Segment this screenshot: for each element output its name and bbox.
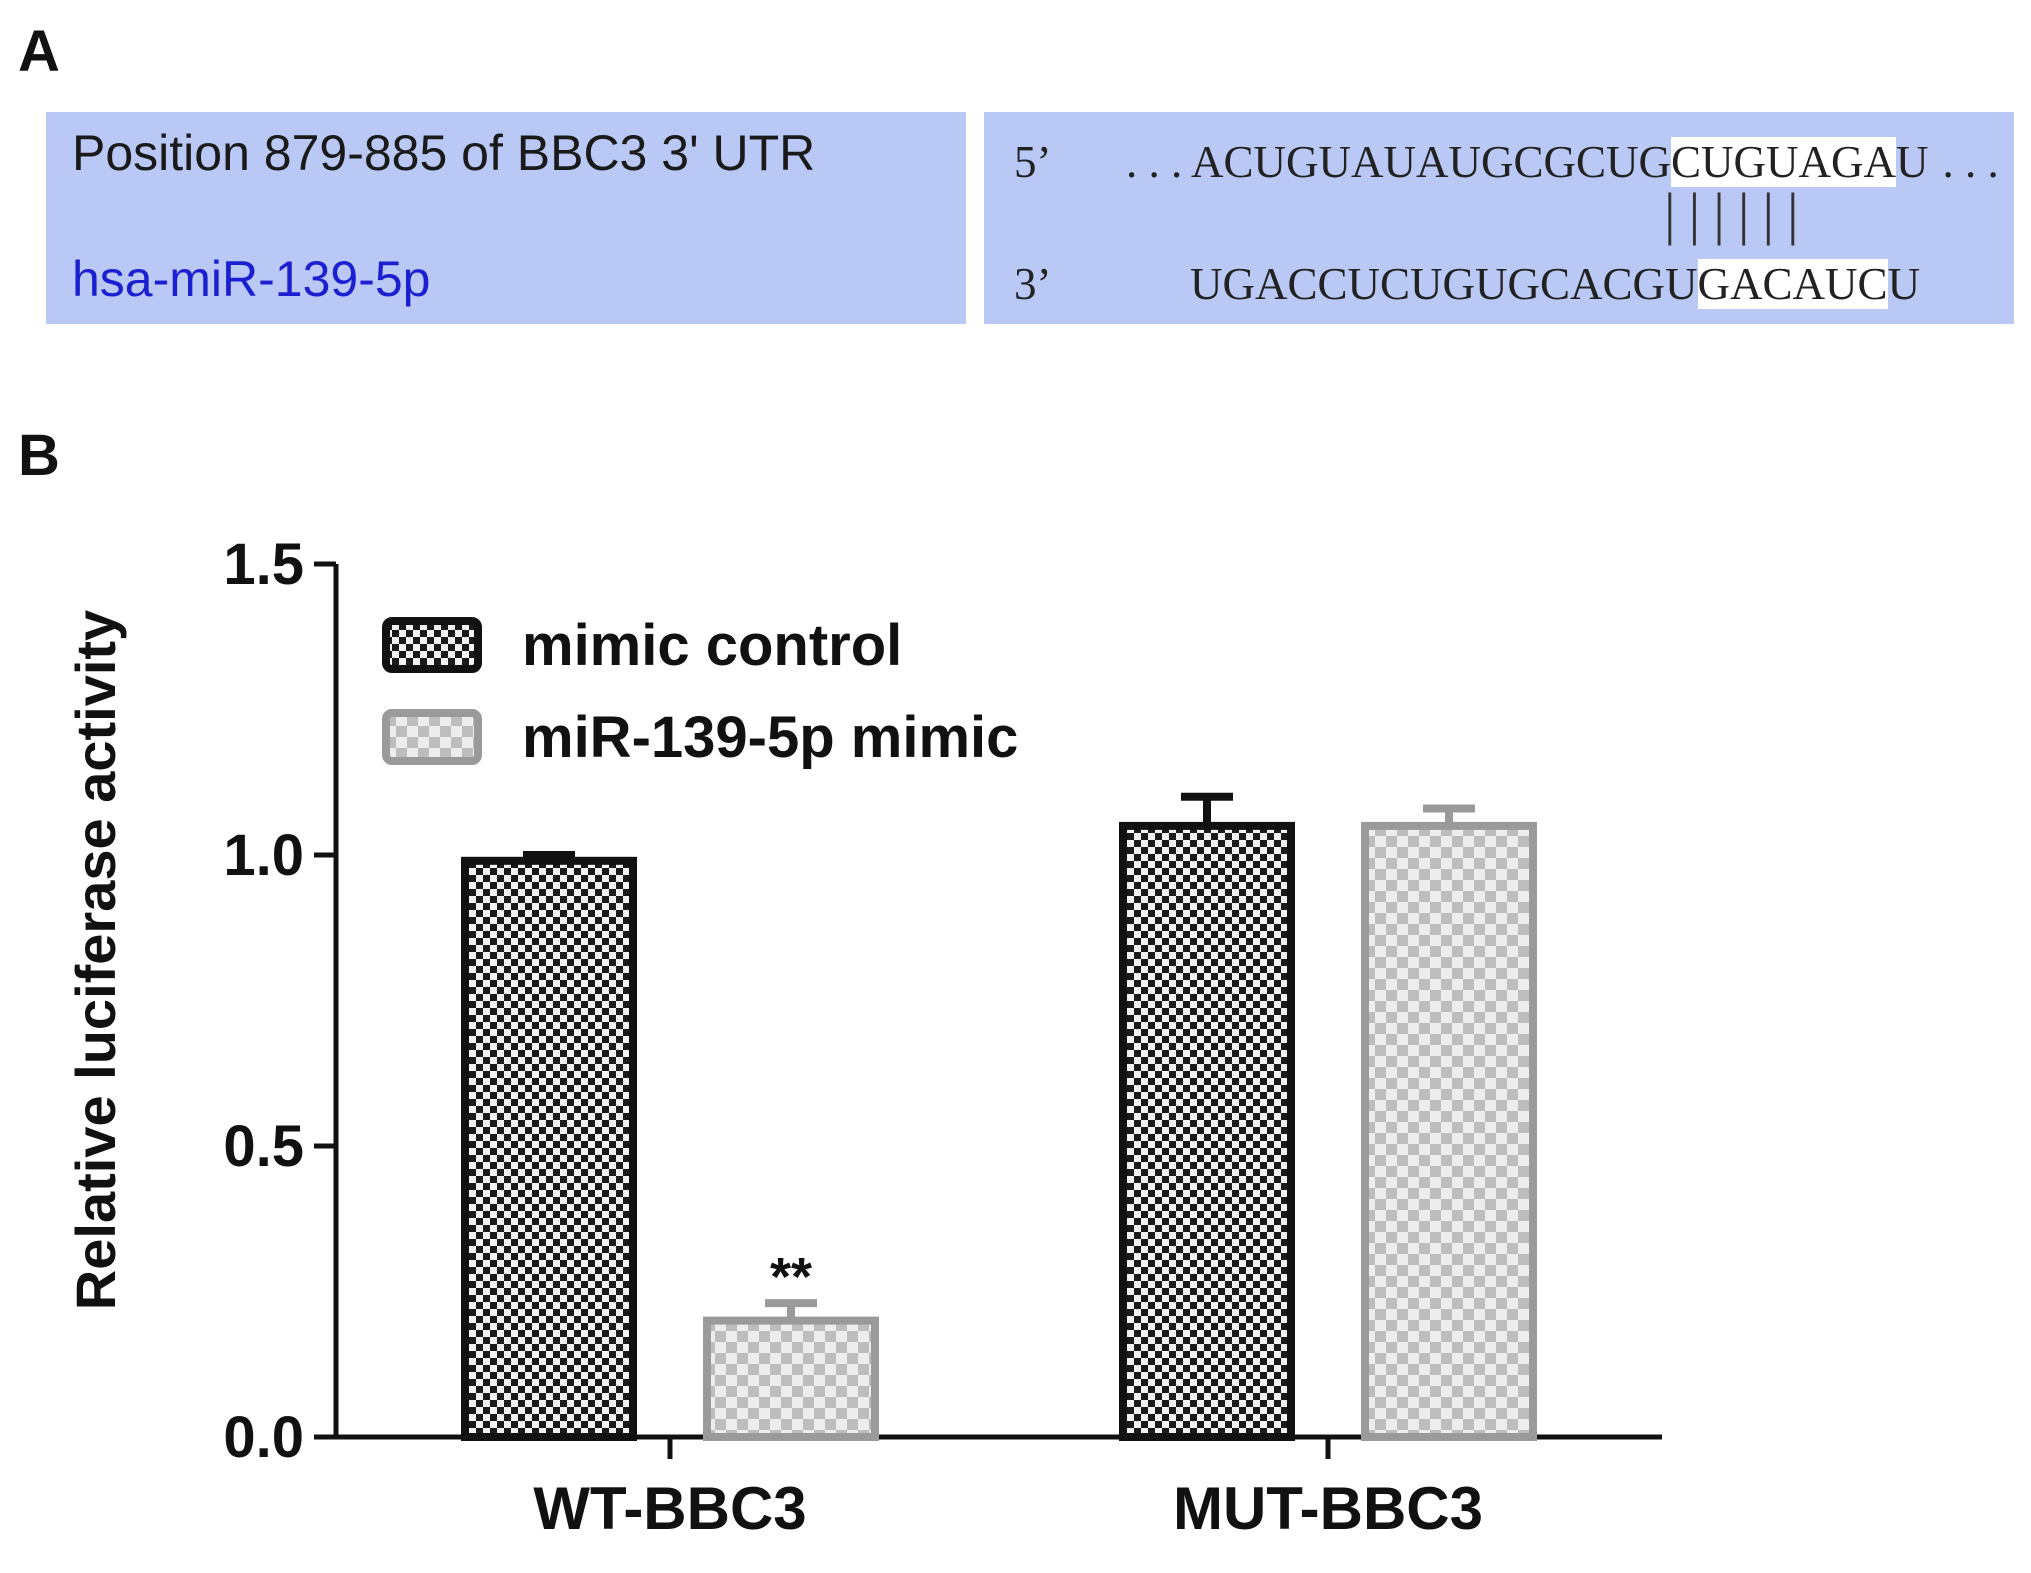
legend-label: miR-139-5p mimic [522,705,1018,770]
x-tick-label: MUT-BBC3 [1173,1475,1483,1542]
y-tick-label: 1.5 [223,532,304,597]
utr-info-box: Position 879-885 of BBC3 3' UTR hsa-miR-… [46,112,966,324]
mirna-seq-plain: UGACCUCUGUGCACGU [1190,259,1698,309]
utr-sequence: . . . ACUGUAUAUGCGCUGCUGUAGAU . . . [1126,136,1999,188]
y-tick-label: 0.0 [223,1405,304,1470]
x-tick-label: WT-BBC3 [533,1475,806,1542]
legend-label: mimic control [522,613,902,678]
three-prime-label: 3’ [1014,259,1052,309]
utr-seq-dots-left: . . . [1126,137,1192,187]
utr-seq-tail: U [1896,137,1929,187]
bar [703,1316,879,1441]
utr-seq-seed-match: CUGUAGA [1671,137,1897,187]
y-axis-label: Relative luciferase activity [64,610,127,1310]
y-tick-label: 0.5 [223,1114,304,1179]
significance-marker: ** [770,1247,812,1307]
mirna-seq-seed: GACAUC [1697,259,1888,309]
bars-group: ** [461,792,1537,1441]
utr-position-label: Position 879-885 of BBC3 3' UTR [72,125,816,181]
utr-seq-dots-right: . . . [1942,137,1999,187]
axes-group: 0.0 0.5 1.0 1.5 WT-BBC3 MUT-BBC3 [223,532,1662,1542]
utr-seq-plain: ACUGUAUAUGCGCUG [1191,137,1672,187]
panel-b-letter: B [18,423,60,488]
panel-a-letter: A [18,19,60,84]
legend: mimic control miR-139-5p mimic [382,613,1018,770]
bar [1361,821,1537,1441]
sequence-alignment-box: 5’ . . . ACUGUAUAUGCGCUGCUGUAGAU. . . ||… [984,112,2014,324]
five-prime-label: 5’ [1014,137,1052,187]
legend-swatch [382,709,482,765]
legend-swatch [382,617,482,673]
bar [1119,821,1295,1441]
bar [461,856,637,1441]
mirna-name-label: hsa-miR-139-5p [72,251,431,307]
base-pairing-lines: |||||| [1664,181,1812,246]
mirna-sequence: UGACCUCUGUGCACGUGACAUCU [1190,258,1920,310]
mirna-seq-tail: U [1887,259,1921,309]
y-tick-label: 1.0 [223,823,304,888]
